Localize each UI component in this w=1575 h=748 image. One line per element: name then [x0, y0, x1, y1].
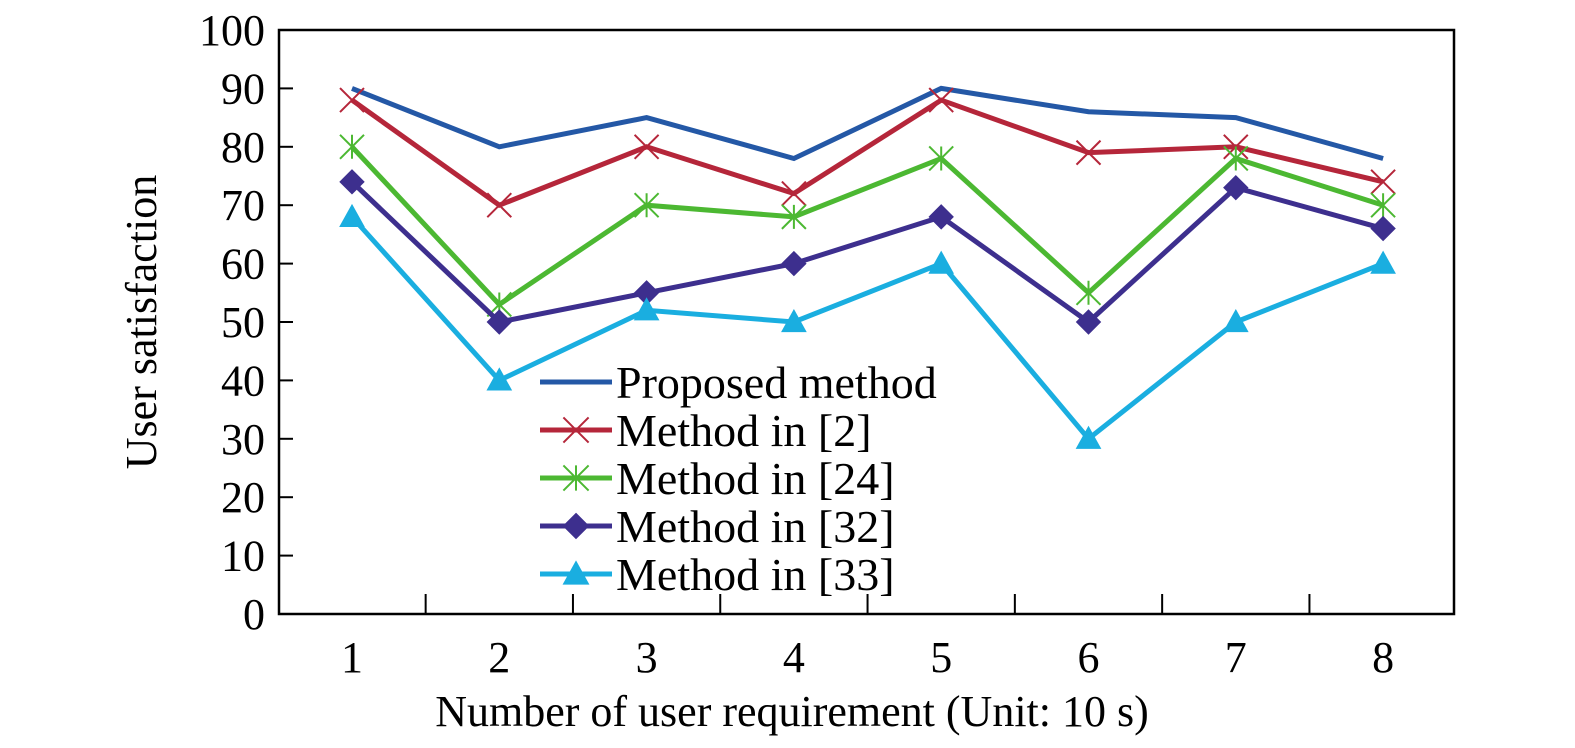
data-point-diamond-marker: [1370, 215, 1396, 242]
y-tick-label: 100: [199, 6, 265, 55]
x-axis-title: Number of user requirement (Unit: 10 s): [435, 687, 1149, 736]
y-tick-label: 0: [243, 590, 265, 639]
x-tick-label: 7: [1225, 633, 1247, 682]
data-point-triangle-marker: [1370, 250, 1396, 274]
data-point-triangle-marker: [633, 297, 660, 321]
data-point-asterisk-marker: [339, 134, 365, 160]
y-tick-label: 40: [221, 356, 265, 405]
data-point-triangle-marker: [486, 367, 513, 391]
series-2: [339, 87, 1396, 218]
x-tick-label: 1: [341, 633, 363, 682]
data-point-triangle-marker: [1222, 308, 1249, 333]
x-tick-label: 3: [636, 633, 658, 682]
data-point-diamond-marker: [928, 204, 954, 230]
y-axis-title: User satisfaction: [117, 175, 166, 469]
data-point-asterisk-marker: [562, 464, 590, 492]
data-point-diamond-marker: [562, 512, 590, 540]
y-tick-label: 90: [221, 64, 265, 113]
data-point-diamond-marker: [486, 309, 513, 335]
legend-item: Method in [32]: [540, 501, 895, 552]
legend-label: Method in [24]: [616, 453, 895, 504]
y-tick-label: 20: [221, 473, 265, 522]
data-point-x-marker: [928, 87, 954, 113]
data-point-triangle-marker: [562, 560, 590, 585]
series-group: [339, 85, 1396, 449]
legend-label: Method in [32]: [616, 501, 895, 552]
y-tick-label: 10: [221, 532, 265, 581]
data-point-x-marker: [781, 180, 807, 207]
data-point-triangle-marker: [781, 308, 807, 333]
data-point-diamond-marker: [1223, 174, 1249, 201]
data-point-x-marker: [486, 192, 513, 218]
data-point-asterisk-marker: [1223, 145, 1249, 172]
legend-label: Proposed method: [616, 357, 937, 408]
series-line: [350, 180, 1384, 326]
data-point-diamond-marker: [1075, 309, 1102, 335]
series-3: [339, 134, 1396, 318]
series-line: [350, 145, 1384, 308]
data-point-x-marker: [1075, 139, 1102, 166]
y-axis: 0 10 20 30 40 50 60 70 80 90 100: [199, 6, 293, 639]
data-point-triangle-marker: [339, 203, 365, 227]
y-tick-label: 80: [221, 123, 265, 172]
data-point-diamond-marker: [781, 250, 807, 277]
x-tick-label: 6: [1078, 633, 1100, 682]
data-point-asterisk-marker: [1370, 192, 1396, 218]
x-tick-label: 5: [930, 633, 952, 682]
data-point-asterisk-marker: [1075, 280, 1102, 306]
data-point-diamond-marker: [339, 169, 365, 195]
data-point-x-marker: [633, 134, 660, 160]
legend-label: Method in [33]: [616, 549, 895, 600]
legend-item: Method in [2]: [540, 405, 872, 456]
data-point-triangle-marker: [1075, 425, 1102, 449]
data-point-asterisk-marker: [928, 145, 954, 172]
series-line: [350, 97, 1384, 209]
series-5: [339, 203, 1396, 449]
series-line: [351, 85, 1384, 162]
data-point-x-marker: [1370, 169, 1396, 195]
data-point-x-marker: [562, 416, 590, 444]
series-4: [339, 169, 1396, 335]
series-line: [350, 215, 1385, 443]
series-1: [351, 85, 1384, 162]
y-tick-label: 30: [221, 415, 265, 464]
x-tick-label: 8: [1372, 633, 1394, 682]
legend-label: Method in [2]: [616, 405, 872, 456]
y-tick-label: 60: [221, 240, 265, 289]
x-axis: 1 2 3 4 5 6 7 8: [341, 594, 1394, 682]
x-tick-label: 4: [783, 633, 805, 682]
legend-item: Method in [33]: [540, 549, 895, 600]
legend-item: Method in [24]: [540, 453, 895, 504]
data-point-x-marker: [339, 87, 365, 113]
y-tick-label: 70: [221, 181, 265, 230]
legend-item: Proposed method: [540, 357, 937, 408]
y-tick-label: 50: [221, 298, 265, 347]
data-point-asterisk-marker: [633, 192, 660, 218]
data-point-triangle-marker: [928, 250, 955, 274]
x-tick-label: 2: [488, 633, 510, 682]
data-point-asterisk-marker: [781, 204, 807, 230]
